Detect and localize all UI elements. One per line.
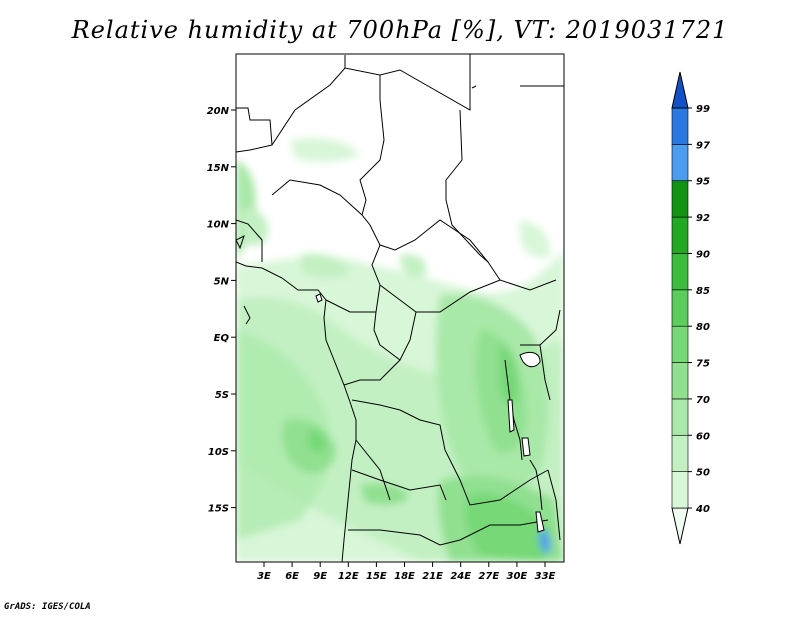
lon-label: 18E	[394, 571, 415, 582]
colorbar-segment	[671, 253, 689, 291]
colorbar-segment	[671, 325, 689, 363]
colorbar-label: 90	[696, 249, 710, 260]
lat-label: 20N	[207, 106, 230, 117]
lon-label: 15E	[366, 571, 387, 582]
lat-ticks: 20N 15N 10N 5N EQ 5S 10S 15S	[207, 106, 236, 515]
colorbar-label: 92	[696, 213, 710, 224]
lat-label: 15S	[208, 504, 229, 515]
lat-label: 5N	[214, 276, 230, 287]
colorbar-segment	[671, 289, 689, 327]
humidity-field	[236, 54, 564, 562]
lat-label: 10N	[207, 220, 230, 231]
colorbar-segment	[671, 362, 689, 400]
lon-label: 24E	[450, 571, 471, 582]
lon-label: 30E	[507, 571, 528, 582]
colorbar-segment	[671, 398, 689, 436]
lon-label: 9E	[313, 571, 327, 582]
colorbar-label: 75	[696, 359, 710, 370]
colorbar-segment	[671, 71, 689, 109]
map-frame	[235, 53, 565, 563]
lon-ticks: 3E 6E 9E 12E 15E 18E 21E 24E 27E 30E 33E	[257, 562, 556, 582]
lon-label: 27E	[478, 571, 499, 582]
colorbar-label: 70	[696, 395, 710, 406]
colorbar-label: 80	[696, 322, 710, 333]
lon-label: 33E	[535, 571, 556, 582]
lat-label: 10S	[208, 447, 229, 458]
lon-label: 3E	[257, 571, 271, 582]
grads-credit: GrADS: IGES/COLA	[4, 602, 91, 612]
colorbar-segment	[671, 434, 689, 472]
map-title: Relative humidity at 700hPa [%], VT: 201…	[71, 16, 729, 44]
lat-label: EQ	[214, 333, 230, 344]
colorbar-label: 50	[696, 468, 710, 479]
lon-label: 6E	[285, 571, 299, 582]
lat-label: 15N	[207, 163, 230, 174]
colorbar-label: 60	[696, 431, 710, 442]
colorbar-label: 95	[696, 177, 710, 188]
colorbar-segment	[671, 471, 689, 509]
colorbar-label: 40	[695, 504, 710, 515]
lat-label: 5S	[215, 390, 229, 401]
colorbar-label: 97	[696, 140, 710, 151]
colorbar-segment	[671, 107, 689, 145]
colorbar-label: 99	[696, 104, 710, 115]
colorbar-segment	[671, 180, 689, 218]
lon-label: 21E	[422, 571, 443, 582]
lon-label: 12E	[338, 571, 359, 582]
colorbar: 40 50 60 70 75 80 85 90 92 95 97 99	[671, 71, 710, 545]
colorbar-label: 85	[696, 286, 710, 297]
colorbar-segment	[671, 144, 689, 182]
colorbar-segment	[671, 216, 689, 254]
colorbar-segment	[671, 507, 689, 545]
